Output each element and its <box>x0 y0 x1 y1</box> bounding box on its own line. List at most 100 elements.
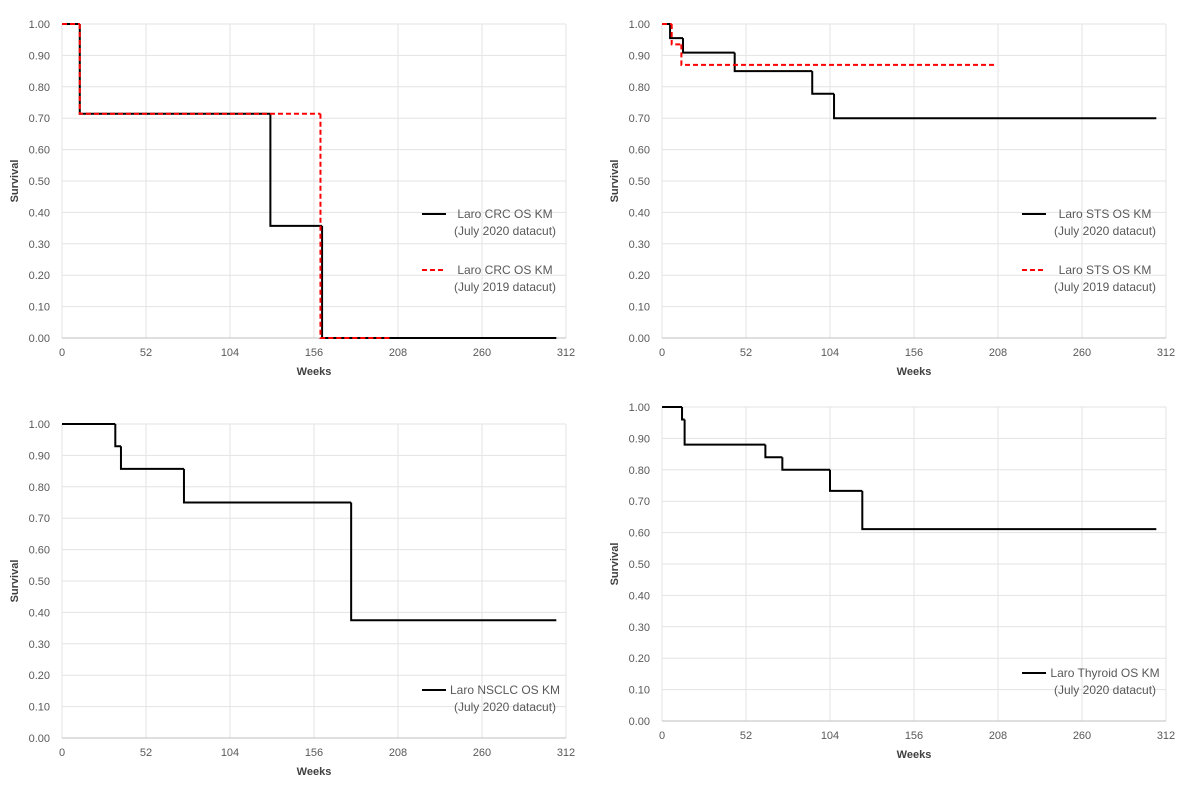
chart-panel: 0.00 0.10 0.20 0.30 0.40 0.50 0.60 0.70 0.80 0.90… <box>600 0 1188 391</box>
y-tick-label: 1.00 <box>629 402 650 414</box>
survival-step <box>682 38 735 54</box>
legend-label: Laro Thyroid OS KM (July 2020 datacut) <box>1050 666 1160 697</box>
legend-label: Laro STS OS KM (July 2019 datacut) <box>1053 263 1157 294</box>
y-tick-label: 0.10 <box>29 702 50 714</box>
legend-swatch <box>1022 213 1046 215</box>
legend-swatch <box>1022 269 1046 271</box>
legend-item: Laro NSCLC OS KM (July 2020 datacut) <box>422 682 572 716</box>
legend-label: Laro CRC OS KM (July 2020 datacut) <box>453 207 557 238</box>
y-tick-label: 0.70 <box>629 113 650 125</box>
legend: Laro STS OS KM (July 2020 datacut) Laro S… <box>1022 206 1172 318</box>
y-tick-label: 0.10 <box>29 302 50 314</box>
survival-step <box>269 113 323 227</box>
legend-swatch <box>422 689 446 691</box>
y-tick-label: 0.40 <box>29 207 50 219</box>
x-tick-label: 260 <box>1073 730 1091 742</box>
legend-item: Laro STS OS KM (July 2020 datacut) <box>1022 206 1172 240</box>
y-tick-label: 0.50 <box>29 576 50 588</box>
x-tick-label: 260 <box>1073 347 1091 359</box>
y-tick-label: 0.90 <box>29 450 50 462</box>
y-tick-label: 0.30 <box>29 239 50 251</box>
y-tick-label: 0.20 <box>629 653 650 665</box>
legend-swatch <box>422 213 446 215</box>
x-tick-label: 52 <box>740 347 752 359</box>
legend: Laro Thyroid OS KM (July 2020 datacut) <box>1022 665 1172 721</box>
x-tick-label: 260 <box>473 747 491 759</box>
y-axis-title: Survival <box>609 160 621 203</box>
y-tick-label: 0.30 <box>29 639 50 651</box>
survival-step <box>78 24 321 115</box>
y-axis-title: Survival <box>9 560 21 603</box>
legend-swatch <box>1022 672 1046 674</box>
legend-item: Laro STS OS KM (July 2019 datacut) <box>1022 262 1172 296</box>
x-tick-label: 312 <box>1157 347 1175 359</box>
x-axis-title: Weeks <box>897 366 932 378</box>
survival-step <box>680 44 995 66</box>
y-tick-label: 0.50 <box>629 559 650 571</box>
chart: 0.00 0.10 0.20 0.30 0.40 0.50 0.60 0.70 0.80 0.90… <box>609 402 1175 761</box>
y-tick-label: 0.50 <box>29 176 50 188</box>
x-tick-label: 156 <box>905 730 923 742</box>
y-tick-label: 0.40 <box>29 607 50 619</box>
chart-panel: 0.00 0.10 0.20 0.30 0.40 0.50 0.60 0.70 0.80 0.90… <box>600 383 1188 774</box>
survival-step <box>781 457 830 471</box>
y-tick-label: 0.20 <box>629 270 650 282</box>
survival-step <box>182 468 352 504</box>
survival-step <box>319 113 390 339</box>
y-tick-label: 0.70 <box>29 113 50 125</box>
x-tick-label: 156 <box>305 347 323 359</box>
y-tick-label: 1.00 <box>629 19 650 31</box>
x-tick-label: 104 <box>821 347 839 359</box>
survival-step <box>829 469 863 492</box>
legend-label: Laro NSCLC OS KM (July 2020 datacut) <box>449 683 561 714</box>
legend-label: Laro CRC OS KM (July 2019 datacut) <box>453 263 557 294</box>
y-tick-label: 0.70 <box>29 513 50 525</box>
survival-step <box>811 71 835 95</box>
survival-step <box>683 419 766 446</box>
chart: 0.00 0.10 0.20 0.30 0.40 0.50 0.60 0.70 0.80 0.90… <box>609 19 1175 378</box>
legend-label: Laro STS OS KM (July 2020 datacut) <box>1053 207 1157 238</box>
x-tick-label: 208 <box>989 730 1007 742</box>
x-tick-label: 52 <box>140 747 152 759</box>
y-tick-label: 0.60 <box>29 545 50 557</box>
y-tick-label: 0.50 <box>629 176 650 188</box>
y-tick-label: 0.30 <box>629 239 650 251</box>
x-tick-label: 156 <box>905 347 923 359</box>
x-tick-label: 312 <box>557 747 575 759</box>
y-tick-label: 0.90 <box>629 433 650 445</box>
y-tick-label: 0.90 <box>29 50 50 62</box>
y-tick-label: 0.80 <box>29 82 50 94</box>
chart-panel: 0.00 0.10 0.20 0.30 0.40 0.50 0.60 0.70 0.80 0.90… <box>0 400 594 791</box>
survival-step <box>350 502 557 622</box>
y-tick-label: 0.40 <box>629 590 650 602</box>
y-tick-label: 0.60 <box>29 145 50 157</box>
x-tick-label: 0 <box>659 730 665 742</box>
x-axis-title: Weeks <box>297 366 332 378</box>
x-tick-label: 208 <box>989 347 1007 359</box>
chart-panel: 0.00 0.10 0.20 0.30 0.40 0.50 0.60 0.70 0.80 0.90… <box>0 0 594 391</box>
x-tick-label: 312 <box>1157 730 1175 742</box>
survival-step <box>733 52 813 73</box>
y-tick-label: 0.30 <box>629 622 650 634</box>
y-tick-label: 0.40 <box>629 207 650 219</box>
x-tick-label: 0 <box>59 347 65 359</box>
x-tick-label: 104 <box>221 747 239 759</box>
chart: 0.00 0.10 0.20 0.30 0.40 0.50 0.60 0.70 0.80 0.90… <box>9 19 575 378</box>
x-tick-label: 104 <box>221 347 239 359</box>
survival-step <box>119 446 184 470</box>
y-tick-label: 0.00 <box>629 333 650 345</box>
y-tick-label: 0.20 <box>29 670 50 682</box>
y-tick-label: 0.00 <box>629 716 650 728</box>
x-tick-label: 208 <box>389 347 407 359</box>
y-tick-label: 0.10 <box>629 302 650 314</box>
y-tick-label: 0.90 <box>629 50 650 62</box>
survival-step <box>764 444 783 459</box>
y-tick-label: 1.00 <box>29 19 50 31</box>
survival-step <box>861 490 1157 531</box>
y-tick-label: 0.80 <box>629 465 650 477</box>
legend-swatch <box>422 269 446 271</box>
x-tick-label: 0 <box>659 347 665 359</box>
y-tick-label: 0.20 <box>29 270 50 282</box>
survival-step <box>833 93 1157 120</box>
